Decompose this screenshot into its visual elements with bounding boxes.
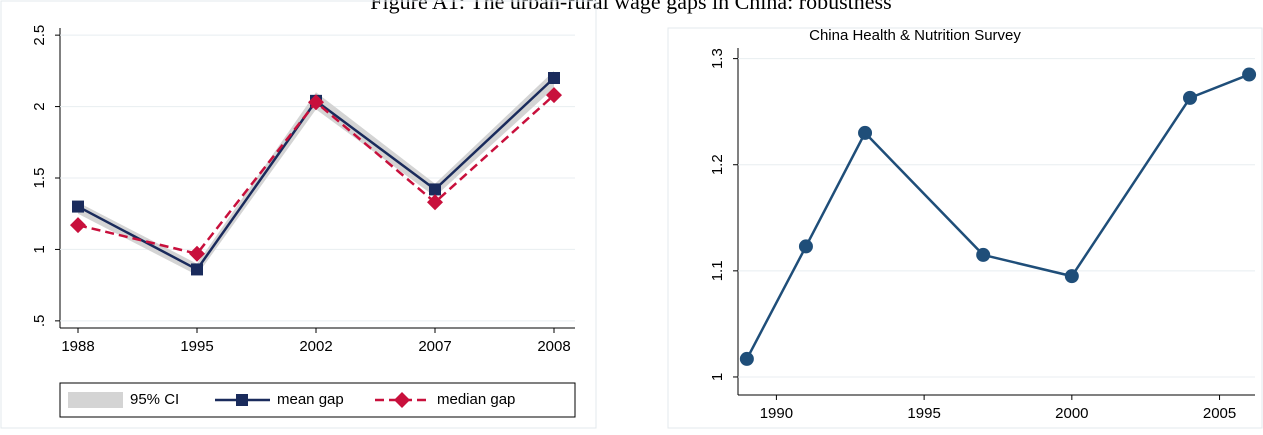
series-line — [77, 94, 555, 256]
series-line — [745, 73, 1250, 360]
plot-frame — [0, 0, 597, 429]
legend-box — [59, 382, 576, 418]
marker — [798, 239, 813, 254]
x-tick-label: 2002 — [299, 338, 332, 355]
figure-title: Figure A1: The urban-rural wage gaps in … — [370, 0, 891, 14]
marker — [548, 72, 560, 84]
marker — [236, 394, 248, 406]
y-tick-label: 2.5 — [31, 25, 48, 46]
y-tick-label: 1.3 — [709, 48, 726, 69]
x-tick-label: 1990 — [760, 405, 793, 422]
x-tick-label: 2000 — [1055, 405, 1088, 422]
marker — [70, 217, 86, 234]
y-tick-label: 2 — [31, 102, 48, 110]
x-tick-label: 2008 — [537, 338, 570, 355]
marker — [546, 87, 562, 104]
marker — [72, 200, 84, 213]
marker — [739, 351, 754, 366]
marker — [189, 245, 205, 262]
legend-swatch — [68, 392, 123, 408]
legend-label: mean gap — [277, 391, 344, 408]
chart-title: China Health & Nutrition Survey — [809, 27, 1021, 44]
plot-frame — [667, 27, 1263, 429]
legend-label: median gap — [437, 391, 515, 408]
y-tick-label: 1.2 — [709, 154, 726, 175]
marker — [427, 194, 443, 211]
marker — [1183, 90, 1198, 105]
marker — [976, 247, 991, 262]
ci-band — [78, 70, 554, 276]
marker — [429, 183, 441, 196]
marker — [191, 263, 203, 276]
y-tick-label: 1.1 — [709, 260, 726, 281]
x-tick-label: 1995 — [907, 405, 940, 422]
y-tick-label: .5 — [31, 315, 48, 328]
marker — [1064, 269, 1079, 284]
y-tick-label: 1 — [709, 373, 726, 381]
marker — [1242, 67, 1257, 82]
legend-label: 95% CI — [130, 391, 179, 408]
x-tick-label: 2005 — [1203, 405, 1236, 422]
marker — [858, 125, 873, 140]
marker — [394, 392, 410, 408]
marker — [308, 94, 324, 111]
y-tick-label: 1 — [31, 245, 48, 253]
x-tick-label: 1995 — [180, 338, 213, 355]
x-tick-label: 1988 — [61, 338, 94, 355]
y-tick-label: 1.5 — [31, 168, 48, 189]
x-tick-label: 2007 — [418, 338, 451, 355]
